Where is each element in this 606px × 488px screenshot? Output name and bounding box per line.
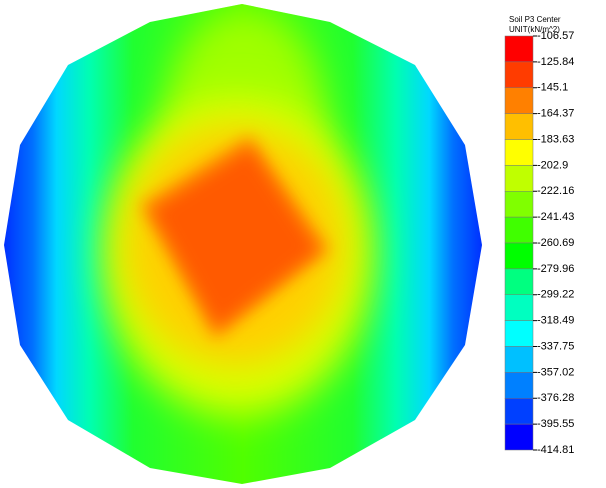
tick-label: -241.43 <box>537 211 574 223</box>
legend-unit: UNIT(kN/m^2) <box>509 25 560 34</box>
colorbar-band <box>504 61 534 88</box>
colorbar: -106.57 -125.84 -145.1 -164.37 -183.63 -202.9… <box>504 30 574 456</box>
colorbar-band <box>504 346 534 373</box>
colorbar-band <box>504 372 534 399</box>
tick-label: -318.49 <box>537 315 574 327</box>
colorbar-band <box>504 242 534 270</box>
contour-field <box>4 4 482 484</box>
tick-label: -164.37 <box>537 108 574 120</box>
tick-label: -395.55 <box>537 418 574 430</box>
colorbar-band <box>504 398 534 425</box>
tick-label: -106.57 <box>537 30 574 42</box>
colorbar-band <box>504 320 534 347</box>
tick-label: -260.69 <box>537 237 574 249</box>
colorbar-band <box>504 268 534 295</box>
tick-label: -357.02 <box>537 366 574 378</box>
colorbar-band <box>504 423 534 451</box>
tick-label: -279.96 <box>537 263 574 275</box>
colorbar-band <box>504 113 534 140</box>
tick-label: -376.28 <box>537 392 574 404</box>
colorbar-band <box>504 216 534 244</box>
tick-label: -337.75 <box>537 340 574 352</box>
tick-label: -202.9 <box>537 159 568 171</box>
colorbar-band <box>504 139 534 166</box>
legend-title: Soil P3 Center <box>509 15 561 24</box>
tick-label: -183.63 <box>537 133 574 145</box>
tick-label: -145.1 <box>537 82 568 94</box>
colorbar-band <box>504 191 534 218</box>
colorbar-band <box>504 294 534 321</box>
tick-label: -299.22 <box>537 289 574 301</box>
tick-label: -125.84 <box>537 56 574 68</box>
colorbar-band <box>504 35 534 63</box>
tick-label: -414.81 <box>537 444 574 456</box>
tick-label: -222.16 <box>537 185 574 197</box>
colorbar-band <box>504 165 534 192</box>
colorbar-band <box>504 87 534 114</box>
